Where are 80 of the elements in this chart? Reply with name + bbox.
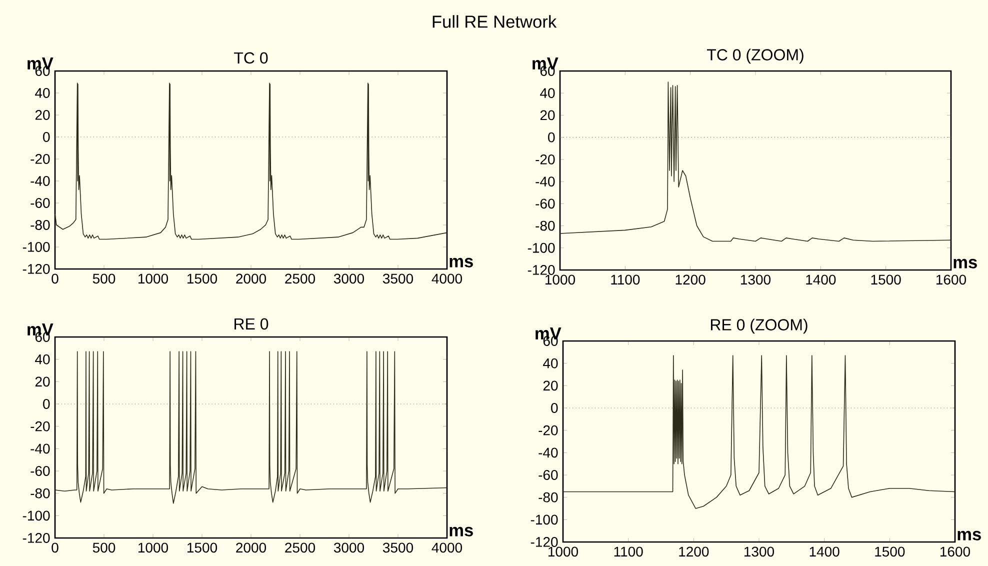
y-tick-label: 20 (540, 110, 555, 120)
x-tick-label: 1200 (679, 546, 709, 557)
y-tick-label: -40 (536, 176, 555, 187)
chart-title: RE 0 (234, 318, 268, 330)
x-tick-label: 2000 (236, 542, 266, 553)
y-tick-label: -60 (538, 470, 558, 480)
x-tick-label: 4000 (432, 542, 462, 553)
x-tick-label: 1300 (740, 274, 771, 285)
y-tick-label: 0 (548, 132, 555, 142)
y-tick-label: -40 (538, 448, 558, 458)
x-tick-label: 1100 (611, 274, 640, 285)
y-tick-label: -120 (22, 264, 50, 274)
chart-title: TC 0 (ZOOM) (706, 48, 804, 64)
x-tick-label: 1400 (806, 274, 836, 285)
x-tick-label: 1500 (188, 542, 218, 553)
x-tick-label: 1600 (936, 274, 966, 285)
y-tick-label: -80 (536, 220, 555, 231)
y-tick-label: -60 (30, 466, 50, 476)
x-tick-label: 1200 (676, 274, 706, 285)
x-tick-label: 1000 (138, 542, 168, 553)
y-tick-label: -120 (528, 265, 555, 275)
x-axis-title: ms (958, 530, 981, 540)
y-tick-label: 20 (543, 380, 558, 391)
chart-title: TC 0 (234, 52, 268, 64)
y-tick-label: 40 (35, 88, 50, 98)
x-tick-label: 4000 (432, 274, 462, 284)
y-tick-label: -20 (536, 154, 555, 164)
x-tick-label: 1500 (871, 274, 901, 285)
y-tick-label: -100 (22, 242, 50, 252)
y-tick-label: -20 (30, 421, 50, 432)
y-tick-label: -60 (30, 198, 50, 208)
y-tick-label: 0 (43, 399, 50, 409)
x-tick-label: 1100 (614, 546, 643, 557)
x-tick-label: 3000 (334, 274, 364, 284)
x-tick-label: 2500 (285, 274, 316, 284)
y-tick-label: -120 (530, 537, 558, 547)
y-tick-label: 40 (35, 354, 50, 364)
x-tick-label: 0 (52, 274, 58, 284)
chart-title: RE 0 (ZOOM) (710, 318, 808, 334)
line-series (562, 355, 956, 509)
y-tick-label: 20 (35, 376, 50, 387)
y-tick-label: -100 (530, 514, 558, 525)
x-tick-label: 1000 (548, 546, 578, 557)
x-tick-label: 1400 (810, 546, 840, 557)
x-axis-title: ms (954, 258, 977, 268)
x-tick-label: 1600 (940, 546, 970, 557)
x-tick-label: 1000 (138, 274, 168, 284)
x-tick-label: 2000 (236, 274, 266, 284)
text: Full RE Network (432, 15, 557, 28)
y-tick-label: 0 (43, 132, 50, 142)
line-series (54, 82, 448, 240)
y-tick-label: -80 (30, 488, 50, 498)
y-tick-label: -20 (538, 425, 558, 436)
y-tick-label: 40 (540, 88, 555, 98)
y-tick-label: 40 (543, 358, 558, 368)
x-tick-label: 0 (52, 542, 58, 553)
x-tick-label: 500 (92, 542, 116, 553)
y-tick-label: 20 (35, 110, 50, 120)
line-series (560, 82, 952, 242)
y-tick-label: -120 (22, 533, 50, 543)
y-tick-label: -100 (22, 510, 50, 521)
x-tick-label: 1000 (546, 274, 576, 285)
x-tick-label: 3000 (334, 542, 364, 553)
x-tick-label: 2500 (285, 542, 316, 553)
y-tick-label: -60 (536, 198, 555, 209)
x-tick-label: 3500 (382, 274, 414, 284)
y-tick-label: -40 (30, 176, 50, 186)
x-axis-title: ms (450, 258, 473, 268)
y-tick-label: -20 (30, 154, 50, 164)
y-tick-label: -80 (538, 492, 558, 502)
y-tick-label: -40 (30, 444, 50, 454)
y-tick-label: -80 (30, 220, 50, 230)
y-tick-label: 0 (551, 403, 558, 413)
x-tick-label: 1300 (744, 546, 774, 557)
x-axis-title: ms (450, 526, 473, 536)
x-tick-label: 1500 (875, 546, 905, 557)
x-tick-label: 1500 (188, 274, 218, 284)
x-tick-label: 500 (92, 274, 116, 284)
x-tick-label: 3500 (382, 542, 414, 553)
y-tick-label: -100 (528, 242, 555, 253)
